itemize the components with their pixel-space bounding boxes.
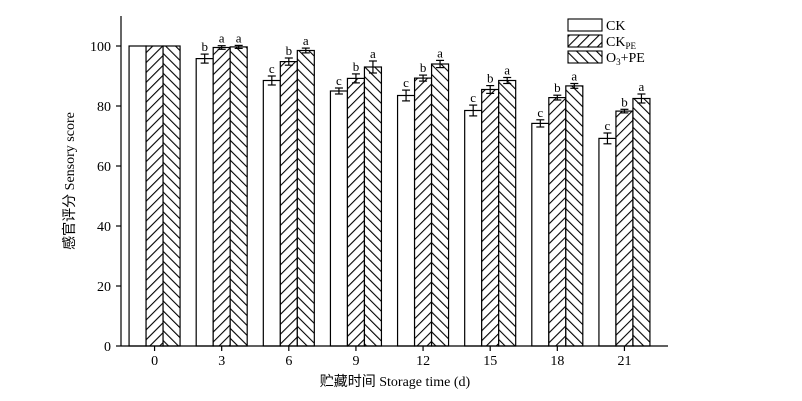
significance-letter: c — [605, 118, 611, 133]
bar — [296, 49, 315, 347]
x-tick-label: 0 — [151, 354, 158, 369]
significance-letter: b — [353, 59, 360, 74]
y-tick-label: 0 — [104, 340, 111, 355]
bar — [430, 63, 450, 347]
bar — [145, 45, 164, 347]
significance-letter: a — [437, 45, 443, 60]
significance-letter: b — [201, 39, 208, 54]
x-tick-label: 6 — [285, 354, 292, 369]
bar — [229, 46, 248, 347]
x-tick-label: 9 — [352, 354, 359, 369]
x-tick-label: 12 — [416, 354, 430, 369]
bar — [598, 137, 617, 347]
y-tick-label: 80 — [97, 100, 111, 115]
significance-letter: c — [403, 75, 409, 90]
y-tick-label: 40 — [97, 220, 111, 235]
significance-letter: a — [571, 69, 577, 84]
bar — [212, 46, 231, 347]
x-tick-label: 15 — [483, 354, 497, 369]
significance-letter: b — [420, 60, 427, 75]
significance-letter: a — [236, 30, 242, 45]
significance-letter: c — [537, 105, 543, 120]
bar — [413, 77, 433, 347]
y-tick-label: 60 — [97, 160, 111, 175]
bar — [329, 90, 349, 347]
significance-letter: a — [504, 63, 510, 78]
legend-label: O3+PE — [606, 51, 645, 67]
significance-letter: b — [621, 94, 628, 109]
x-axis-label: 贮藏时间 Storage time (d) — [320, 374, 471, 390]
significance-letter: a — [219, 31, 225, 46]
bar — [279, 60, 298, 347]
significance-letter: b — [487, 71, 494, 86]
x-tick-label: 18 — [550, 354, 564, 369]
bar — [195, 57, 214, 347]
bar — [128, 45, 147, 347]
bar — [615, 110, 634, 347]
y-tick-label: 100 — [90, 40, 111, 55]
legend-swatch — [567, 34, 603, 48]
significance-letter: a — [370, 46, 376, 61]
legend-label: CK — [606, 19, 625, 34]
legend-swatch — [567, 18, 603, 32]
legend-label: CKPE — [606, 35, 636, 51]
bar — [162, 45, 181, 347]
bar — [481, 88, 500, 347]
bar — [464, 109, 483, 347]
y-axis-label: 感官评分 Sensory score — [61, 112, 78, 250]
bar — [346, 77, 366, 347]
bar — [548, 96, 567, 347]
bar — [262, 79, 281, 347]
bar — [396, 94, 416, 347]
bar — [632, 97, 651, 347]
significance-letter: c — [269, 61, 275, 76]
significance-letter: a — [639, 79, 645, 94]
x-axis-ticks: 0 3 6 9 12 15 18 21 — [151, 346, 631, 369]
significance-letter: b — [286, 43, 293, 58]
significance-letter: c — [336, 73, 342, 88]
bar — [531, 122, 550, 347]
significance-letter: b — [554, 80, 561, 95]
x-tick-label: 3 — [218, 354, 225, 369]
y-tick-label: 20 — [97, 280, 111, 295]
x-tick-label: 21 — [617, 354, 631, 369]
legend-swatch — [567, 50, 603, 64]
y-axis-ticks: 0 20 40 60 80 100 — [90, 40, 121, 355]
significance-letter: c — [470, 90, 476, 105]
bar — [565, 85, 584, 347]
bar — [363, 66, 383, 347]
bar — [498, 79, 517, 347]
significance-letter: a — [303, 33, 309, 48]
